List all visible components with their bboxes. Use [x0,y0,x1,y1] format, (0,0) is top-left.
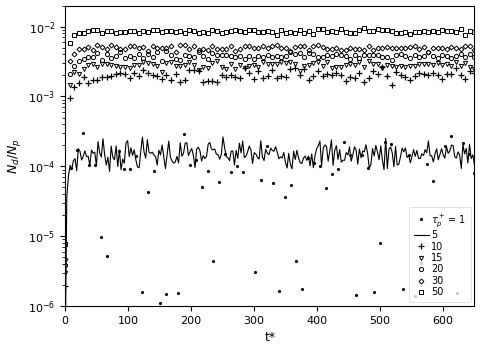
10 [416,71,422,75]
$\tau^+_p=1$ [121,167,127,172]
30 [416,47,422,51]
5 [130,153,135,158]
10 [471,71,477,75]
15 [186,60,192,64]
20 [164,49,169,53]
50 [348,31,353,35]
10 [458,73,464,77]
50 [186,28,192,33]
50 [471,30,477,34]
Line: 50: 50 [63,26,477,246]
10 [348,75,353,79]
Y-axis label: $N_d/N_p$: $N_d/N_p$ [6,138,23,174]
15 [62,271,68,275]
Line: 20: 20 [63,49,477,267]
30 [471,48,477,52]
$\tau^+_p=1$ [163,292,169,296]
15 [471,67,477,71]
50 [118,30,123,34]
15 [458,64,464,68]
$\tau^+_p=1$ [80,131,86,135]
15 [348,62,353,66]
$\tau^+_p=1$ [471,170,477,175]
50 [62,241,68,246]
$\tau^+_p=1$ [193,158,199,162]
$\tau^+_p=1$ [418,261,424,265]
5 [471,163,477,167]
Line: $\tau^+_p=1$: $\tau^+_p=1$ [63,132,476,350]
50 [407,32,413,36]
20 [62,263,68,267]
20 [191,55,197,59]
15 [407,64,413,68]
30 [186,47,192,51]
10 [186,68,192,72]
10 [62,284,68,288]
15 [118,65,123,69]
30 [458,47,464,51]
$\tau^+_p=1$ [294,259,300,263]
20 [416,55,422,59]
30 [62,257,68,261]
5 [62,349,68,350]
10 [407,78,413,83]
30 [118,47,123,51]
15 [366,59,372,63]
5 [300,156,306,160]
50 [361,26,367,30]
5 [220,135,226,139]
50 [416,29,422,34]
20 [352,53,358,57]
Line: 30: 30 [63,43,476,261]
20 [471,55,477,59]
30 [352,47,358,51]
X-axis label: t*: t* [264,331,276,344]
Line: 15: 15 [63,59,477,275]
5 [233,148,239,153]
15 [416,62,422,66]
5 [228,149,234,153]
30 [407,45,413,49]
Line: 5: 5 [65,137,474,350]
30 [274,43,279,47]
5 [457,153,463,157]
Line: 10: 10 [62,64,477,289]
20 [118,50,123,54]
20 [458,52,464,57]
20 [407,56,413,60]
Legend: $\tau^+_p=1$, 5, 10, 15, 20, 30, 50: $\tau^+_p=1$, 5, 10, 15, 20, 30, 50 [409,207,470,302]
10 [380,64,385,69]
$\tau^+_p=1$ [412,294,418,298]
10 [118,71,123,75]
50 [458,27,464,31]
5 [347,145,352,149]
